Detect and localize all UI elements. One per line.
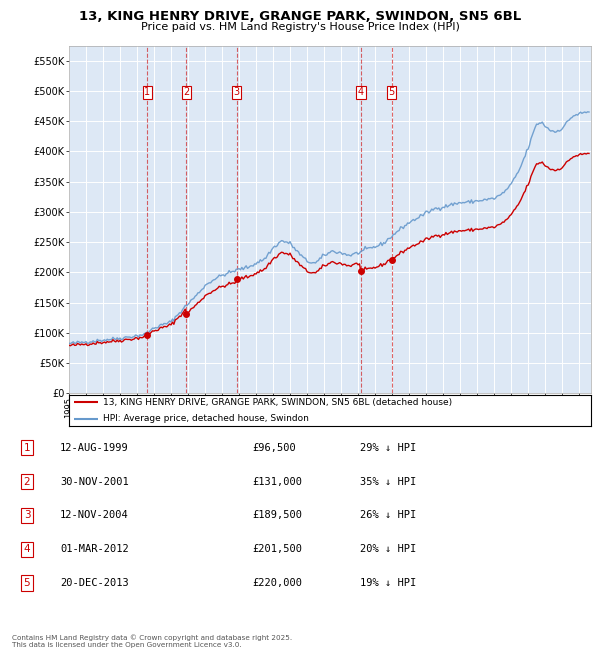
Text: £201,500: £201,500 bbox=[252, 544, 302, 554]
Text: 1: 1 bbox=[145, 88, 151, 97]
Text: £220,000: £220,000 bbox=[252, 578, 302, 588]
Text: 20-DEC-2013: 20-DEC-2013 bbox=[60, 578, 129, 588]
Text: £189,500: £189,500 bbox=[252, 510, 302, 521]
Text: 5: 5 bbox=[23, 578, 31, 588]
Text: 30-NOV-2001: 30-NOV-2001 bbox=[60, 476, 129, 487]
Text: 3: 3 bbox=[233, 88, 240, 97]
Text: 35% ↓ HPI: 35% ↓ HPI bbox=[360, 476, 416, 487]
Text: 26% ↓ HPI: 26% ↓ HPI bbox=[360, 510, 416, 521]
Text: Contains HM Land Registry data © Crown copyright and database right 2025.
This d: Contains HM Land Registry data © Crown c… bbox=[12, 634, 292, 648]
Text: 20% ↓ HPI: 20% ↓ HPI bbox=[360, 544, 416, 554]
Text: 4: 4 bbox=[358, 88, 364, 97]
Text: £131,000: £131,000 bbox=[252, 476, 302, 487]
Text: 12-NOV-2004: 12-NOV-2004 bbox=[60, 510, 129, 521]
Text: 13, KING HENRY DRIVE, GRANGE PARK, SWINDON, SN5 6BL (detached house): 13, KING HENRY DRIVE, GRANGE PARK, SWIND… bbox=[103, 398, 452, 407]
Text: 2: 2 bbox=[23, 476, 31, 487]
Text: 19% ↓ HPI: 19% ↓ HPI bbox=[360, 578, 416, 588]
Text: 13, KING HENRY DRIVE, GRANGE PARK, SWINDON, SN5 6BL: 13, KING HENRY DRIVE, GRANGE PARK, SWIND… bbox=[79, 10, 521, 23]
Text: 1: 1 bbox=[23, 443, 31, 453]
Text: 4: 4 bbox=[23, 544, 31, 554]
Text: 2: 2 bbox=[184, 88, 190, 97]
Text: 12-AUG-1999: 12-AUG-1999 bbox=[60, 443, 129, 453]
Text: 01-MAR-2012: 01-MAR-2012 bbox=[60, 544, 129, 554]
Text: 29% ↓ HPI: 29% ↓ HPI bbox=[360, 443, 416, 453]
Text: £96,500: £96,500 bbox=[252, 443, 296, 453]
Text: 5: 5 bbox=[388, 88, 395, 97]
Text: HPI: Average price, detached house, Swindon: HPI: Average price, detached house, Swin… bbox=[103, 415, 309, 423]
Text: 3: 3 bbox=[23, 510, 31, 521]
Text: Price paid vs. HM Land Registry's House Price Index (HPI): Price paid vs. HM Land Registry's House … bbox=[140, 22, 460, 32]
